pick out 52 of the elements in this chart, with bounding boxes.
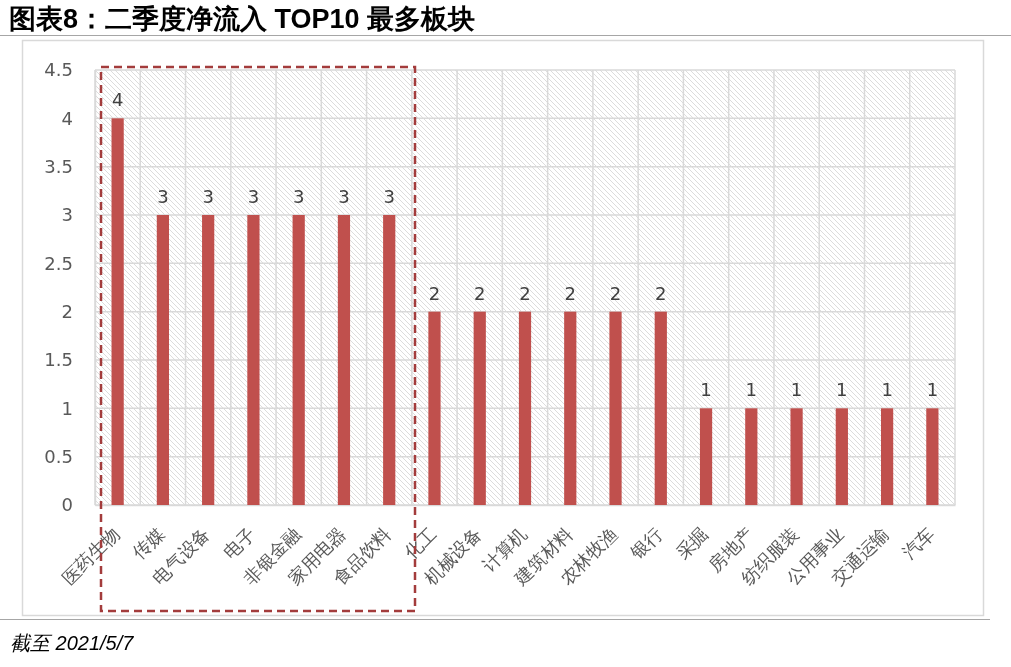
bar	[790, 408, 803, 505]
x-tick-label: 汽车	[897, 522, 939, 564]
data-label: 2	[474, 282, 486, 304]
bar	[699, 408, 713, 505]
bar	[881, 408, 894, 505]
bar	[564, 311, 577, 505]
data-label: 3	[157, 186, 169, 207]
bar	[383, 215, 396, 505]
data-label: 2	[609, 282, 622, 304]
bar	[247, 215, 260, 505]
data-label: 1	[700, 379, 712, 401]
data-label: 1	[745, 379, 758, 401]
y-tick-label: 3	[61, 204, 73, 226]
y-tick-label: 0.5	[44, 445, 73, 467]
data-label: 1	[881, 379, 893, 401]
data-label: 3	[247, 186, 260, 207]
data-label: 2	[564, 282, 576, 304]
bar	[926, 408, 939, 505]
bar	[111, 118, 124, 505]
data-label: 4	[111, 89, 124, 111]
bar	[202, 215, 215, 505]
bar	[156, 215, 170, 505]
bar	[609, 311, 622, 505]
chart-title: 图表8：二季度净流入 TOP10 最多板块	[9, 4, 476, 34]
y-tick-label: 2.5	[44, 252, 73, 274]
y-tick-label: 1	[61, 397, 73, 419]
data-label: 1	[790, 379, 803, 401]
data-label: 3	[383, 186, 395, 207]
data-label: 3	[338, 186, 350, 207]
bar	[292, 215, 305, 505]
text: 截至 2021/5/7	[10, 632, 135, 654]
data-label: 2	[428, 282, 441, 304]
bar	[835, 408, 848, 505]
data-label: 1	[836, 379, 848, 401]
y-tick-label: 4	[61, 107, 73, 129]
y-tick-label: 0	[61, 494, 73, 516]
x-tick-label: 银行	[625, 522, 667, 564]
bar	[337, 215, 351, 505]
data-label: 2	[519, 282, 531, 304]
bar	[428, 311, 441, 505]
data-label: 3	[292, 186, 305, 207]
data-label: 1	[926, 379, 939, 401]
bar	[518, 311, 532, 505]
data-label: 3	[202, 186, 214, 207]
bar	[473, 311, 486, 505]
y-tick-label: 2	[61, 300, 73, 322]
y-tick-label: 3.5	[44, 155, 73, 177]
y-tick-label: 1.5	[44, 349, 73, 371]
bar	[745, 408, 758, 505]
bar	[654, 311, 667, 505]
y-tick-label: 4.5	[44, 59, 73, 81]
data-label: 2	[655, 282, 667, 304]
